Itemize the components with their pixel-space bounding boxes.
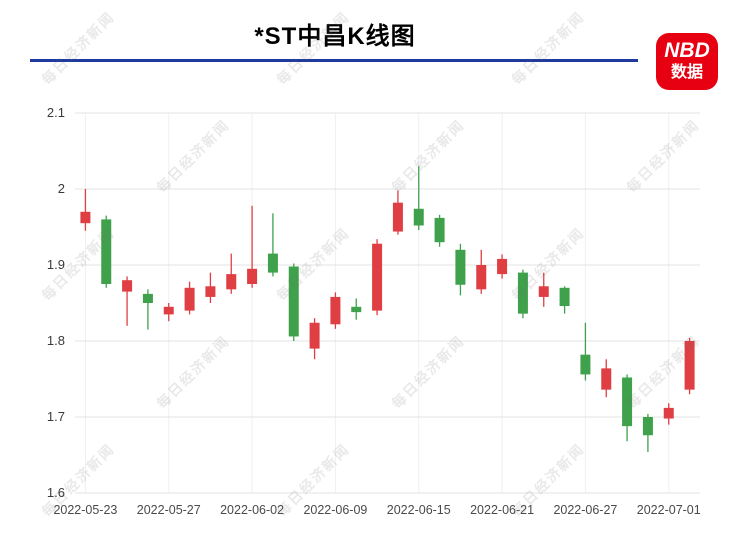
candlestick (184, 281, 195, 315)
candlestick (101, 215, 112, 288)
candle-body (601, 368, 612, 390)
candle-body (642, 417, 653, 436)
x-axis-tick-label: 2022-05-27 (137, 503, 201, 517)
candlestick (663, 403, 674, 425)
candle-body (309, 322, 320, 349)
candle-body (247, 268, 258, 284)
candlestick (288, 263, 299, 341)
candlestick (309, 318, 320, 360)
candlestick (601, 359, 612, 398)
candlestick (538, 272, 549, 307)
x-axis-tick-label: 2022-06-27 (553, 503, 617, 517)
nbd-logo-subtext: 数据 (670, 63, 703, 81)
candle-body (267, 253, 278, 273)
nbd-logo: NBD 数据 (656, 33, 718, 90)
candle-body (80, 211, 91, 224)
candle-body (372, 243, 383, 311)
candle-body (184, 287, 195, 311)
candlestick (622, 374, 633, 442)
candlestick (267, 213, 278, 277)
candlestick (372, 239, 383, 316)
candlestick (330, 292, 341, 329)
candle-body (580, 354, 591, 375)
kline-chart-area: 2.1 2 1.9 1.8 1.7 1.6 2022-05-23 2022-05-27 2022… (0, 90, 750, 550)
candle-body (434, 217, 445, 243)
candlestick (226, 253, 237, 294)
candlestick (392, 190, 403, 235)
candlestick (559, 286, 570, 314)
candlestick (247, 205, 258, 288)
candle-body (455, 249, 466, 285)
candle-body (392, 202, 403, 232)
candlestick (122, 276, 133, 326)
candle-body (226, 274, 237, 290)
candle-body (101, 219, 112, 284)
candlestick (434, 214, 445, 247)
x-axis-tick-label: 2022-06-09 (303, 503, 367, 517)
candlestick (580, 322, 591, 381)
y-axis-tick-label: 1.7 (47, 409, 65, 424)
candlestick (80, 189, 91, 231)
nbd-logo-text: NBD (664, 39, 710, 63)
candle-body (622, 377, 633, 427)
x-axis-tick-label: 2022-05-23 (53, 503, 117, 517)
candle-body (476, 265, 487, 290)
candle-body (497, 258, 508, 275)
candle-body (163, 306, 174, 315)
page-title: *ST中昌K线图 (254, 23, 416, 50)
y-axis-tick-label: 1.8 (47, 333, 65, 348)
candle-body (288, 266, 299, 337)
candle-body (559, 287, 570, 307)
x-axis-tick-label: 2022-06-02 (220, 503, 284, 517)
x-axis-tick-label: 2022-06-15 (387, 503, 451, 517)
candle-body (517, 272, 528, 314)
candlestick (517, 269, 528, 319)
kline-svg: 2.1 2 1.9 1.8 1.7 1.6 2022-05-23 2022-05-27 2022… (47, 105, 701, 517)
candlestick (476, 249, 487, 294)
y-axis-tick-label: 2.1 (47, 105, 65, 120)
candlestick (455, 243, 466, 296)
candlestick (163, 303, 174, 322)
candlestick (642, 413, 653, 452)
candle-body (351, 306, 362, 313)
x-axis-tick-label: 2022-06-21 (470, 503, 534, 517)
candlestick (413, 166, 424, 231)
candle-body (663, 407, 674, 419)
x-axis-tick-label: 2022-07-01 (637, 503, 701, 517)
candle-body (413, 208, 424, 226)
candlestick (684, 337, 695, 395)
y-axis-tick-label: 2 (58, 181, 65, 196)
candle-body (142, 293, 153, 303)
candle-body (538, 286, 549, 297)
candle-body (684, 341, 695, 390)
y-axis-tick-label: 1.6 (47, 485, 65, 500)
candle-body (205, 286, 216, 297)
candlestick (205, 272, 216, 303)
candle-body (122, 280, 133, 292)
title-underline (30, 59, 638, 62)
candle-body (330, 296, 341, 325)
candlestick (497, 254, 508, 279)
candlestick (351, 298, 362, 320)
candlestick (142, 289, 153, 330)
y-axis-tick-label: 1.9 (47, 257, 65, 272)
